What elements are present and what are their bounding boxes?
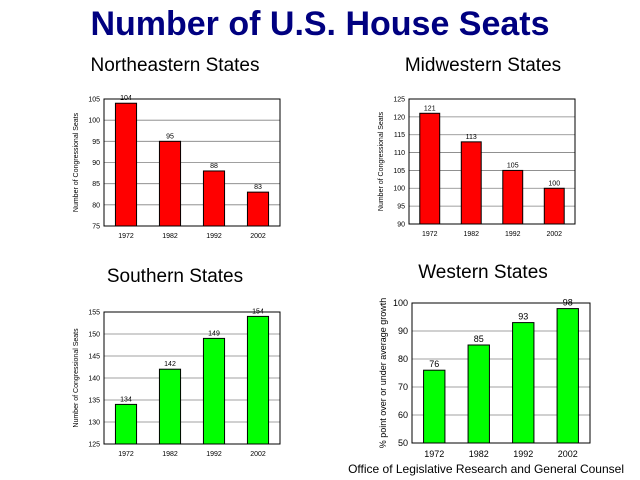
bar-value-label: 83 xyxy=(254,184,262,191)
y-tick-label: 150 xyxy=(88,331,100,338)
bar-1972 xyxy=(114,403,138,445)
y-tick-label: 140 xyxy=(88,375,100,382)
bar-2002 xyxy=(556,308,579,444)
chart-midwestern: 90 95 100 105 110 115 120 125 121 1972 113 1982 105 1… xyxy=(378,96,576,238)
bar-value-label: 93 xyxy=(518,312,528,322)
y-tick-label: 90 xyxy=(397,221,405,228)
y-tick-label: 95 xyxy=(397,204,405,211)
y-tick-label: 90 xyxy=(398,326,408,336)
plot-frame xyxy=(103,98,281,227)
plot-frame xyxy=(411,302,591,444)
y-tick-label: 135 xyxy=(88,397,100,404)
x-tick-label: 1992 xyxy=(513,449,533,459)
y-tick-label: 155 xyxy=(88,309,100,316)
x-tick-label: 2002 xyxy=(250,451,266,458)
bar-1992 xyxy=(202,337,226,445)
bar-1992 xyxy=(502,169,524,225)
x-tick-label: 1992 xyxy=(206,233,222,240)
x-tick-label: 1972 xyxy=(118,451,134,458)
y-axis-label: Number of Congressional Seats xyxy=(73,112,80,212)
chart-title-western: Western States xyxy=(418,262,548,283)
x-tick-label: 1992 xyxy=(505,231,521,238)
bar-value-label: 100 xyxy=(548,180,560,187)
y-axis-label: Number of Congressional Seats xyxy=(73,328,80,428)
bar-value-label: 88 xyxy=(210,163,218,170)
y-tick-label: 100 xyxy=(393,186,405,193)
bar-value-label: 134 xyxy=(120,396,132,403)
chart-southern: 125 130 135 140 145 150 155 134 1972 142 1982 149 19… xyxy=(73,308,281,458)
y-tick-label: 70 xyxy=(398,382,408,392)
bar-1972 xyxy=(423,369,446,444)
x-tick-label: 1972 xyxy=(424,449,444,459)
bar-1972 xyxy=(419,112,441,225)
chart-title-southern: Southern States xyxy=(106,266,244,287)
y-tick-label: 95 xyxy=(92,139,100,146)
y-tick-label: 125 xyxy=(393,96,405,103)
bar-2002 xyxy=(543,187,565,225)
y-tick-label: 60 xyxy=(398,410,408,420)
x-tick-label: 1982 xyxy=(463,231,479,238)
page-title: Number of U.S. House Seats xyxy=(90,5,550,43)
bar-2002 xyxy=(246,191,270,227)
y-tick-label: 80 xyxy=(398,354,408,364)
y-tick-label: 120 xyxy=(393,114,405,121)
y-tick-label: 105 xyxy=(88,96,100,103)
bar-value-label: 149 xyxy=(208,330,220,337)
bar-1972 xyxy=(114,102,138,227)
x-tick-label: 1982 xyxy=(162,451,178,458)
y-tick-label: 100 xyxy=(393,298,408,308)
bar-1982 xyxy=(460,141,482,225)
y-tick-label: 115 xyxy=(394,132,405,139)
bar-2002 xyxy=(246,315,270,445)
plot-frame xyxy=(103,311,281,445)
y-axis-label: % point over or under average growth xyxy=(378,298,388,449)
x-tick-label: 2002 xyxy=(250,233,266,240)
y-tick-label: 145 xyxy=(88,353,100,360)
x-tick-label: 2002 xyxy=(558,449,578,459)
source-credit: Office of Legislative Research and Gener… xyxy=(348,462,624,476)
chart-title-northeastern: Northeastern States xyxy=(90,55,260,76)
x-tick-label: 1982 xyxy=(162,233,178,240)
bar-1982 xyxy=(467,344,490,444)
y-tick-label: 75 xyxy=(92,223,100,230)
x-tick-label: 1992 xyxy=(206,451,222,458)
bar-value-label: 121 xyxy=(424,105,436,112)
y-axis-label: Number of Congressional Seats xyxy=(378,111,385,211)
bar-1982 xyxy=(158,368,182,445)
bar-value-label: 113 xyxy=(466,134,477,141)
x-tick-label: 1972 xyxy=(118,233,134,240)
y-tick-label: 100 xyxy=(88,118,100,125)
x-tick-label: 1972 xyxy=(422,231,438,238)
bar-value-label: 105 xyxy=(507,162,519,169)
bar-value-label: 95 xyxy=(166,133,174,140)
plot-frame xyxy=(408,98,576,225)
bar-value-label: 142 xyxy=(164,361,176,368)
y-tick-label: 105 xyxy=(393,168,405,175)
y-tick-label: 85 xyxy=(92,181,100,188)
y-tick-label: 125 xyxy=(88,441,100,448)
y-tick-label: 90 xyxy=(92,160,100,167)
x-tick-label: 2002 xyxy=(546,231,562,238)
y-tick-label: 130 xyxy=(88,419,100,426)
y-tick-label: 50 xyxy=(398,438,408,448)
bar-1992 xyxy=(202,170,226,227)
x-tick-label: 1982 xyxy=(469,449,489,459)
chart-title-midwestern: Midwestern States xyxy=(404,55,562,76)
y-tick-label: 80 xyxy=(92,202,100,209)
bar-1982 xyxy=(158,140,182,227)
bar-value-label: 76 xyxy=(429,359,439,369)
bar-value-label: 85 xyxy=(474,334,484,344)
bar-1992 xyxy=(512,322,535,444)
y-tick-label: 110 xyxy=(394,150,405,157)
